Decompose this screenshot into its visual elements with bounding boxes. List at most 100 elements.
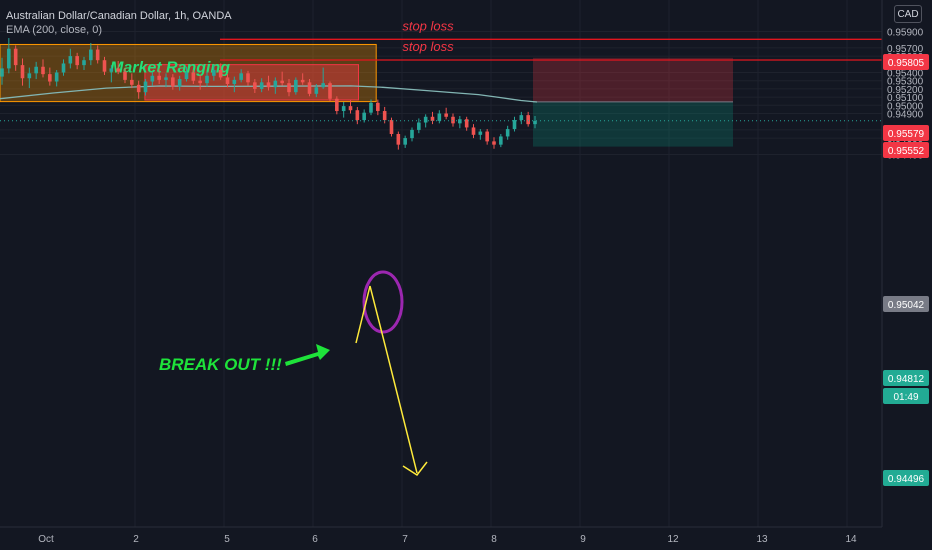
candle — [444, 107, 448, 120]
candle — [355, 106, 360, 125]
candle — [328, 81, 332, 102]
currency-button[interactable]: CAD — [894, 5, 922, 23]
candle-body — [253, 82, 257, 89]
time-tick-label: 12 — [667, 534, 679, 545]
candle — [164, 73, 168, 88]
candle — [389, 117, 394, 137]
candle-body — [451, 116, 455, 124]
candle-body — [273, 80, 278, 88]
candle-body — [348, 106, 353, 111]
candle-body — [13, 48, 18, 66]
candle — [48, 67, 52, 86]
candle — [171, 74, 175, 90]
candle — [410, 127, 414, 142]
price-tick-label: 0.95700 — [887, 44, 924, 55]
candle — [369, 99, 373, 116]
price-axis[interactable]: 0.944000.946000.947000.949000.950000.951… — [881, 0, 932, 550]
candle — [225, 74, 230, 88]
candle-body — [478, 131, 483, 135]
candle-body — [526, 115, 530, 125]
candle — [212, 65, 216, 81]
candle — [157, 69, 161, 84]
candle-body — [335, 98, 339, 112]
chart-title: Australian Dollar/Canadian Dollar, 1h, O… — [6, 10, 232, 22]
candle — [287, 79, 291, 97]
candle — [143, 79, 148, 96]
candle-body — [198, 80, 202, 84]
candle — [492, 137, 496, 149]
candle — [61, 59, 66, 76]
candle — [150, 71, 155, 86]
candle-body — [232, 79, 237, 84]
candle-body — [533, 120, 537, 125]
candle — [27, 67, 32, 89]
price-tick-label: 0.94900 — [887, 110, 924, 121]
candle-body — [61, 63, 66, 73]
candle — [136, 80, 141, 99]
indicator-legend[interactable]: EMA (200, close, 0) — [6, 24, 102, 36]
candle — [485, 129, 489, 145]
candle — [423, 114, 428, 128]
price-badge: 0.95042 — [883, 296, 929, 312]
breakout-circle — [362, 270, 404, 334]
candle-body — [376, 102, 380, 112]
candle — [519, 111, 524, 125]
breakout-arrow — [285, 344, 330, 366]
candle — [321, 67, 325, 89]
candle-body — [136, 84, 141, 93]
candle-body — [20, 65, 25, 79]
candle-body — [212, 70, 216, 76]
candle — [335, 96, 339, 115]
candle — [471, 124, 476, 139]
candle — [177, 75, 182, 91]
candle-body — [410, 129, 414, 139]
candle-body — [519, 115, 524, 121]
candle — [239, 69, 243, 83]
candle-body — [143, 81, 148, 93]
candle-body — [444, 113, 448, 117]
price-tick-label: 0.95400 — [887, 69, 924, 80]
candle-body — [102, 60, 107, 72]
candle — [259, 78, 264, 93]
candle-body — [75, 56, 79, 66]
candle-body — [464, 119, 469, 128]
candle — [54, 70, 59, 87]
time-axis[interactable]: Oct 2 5 6 7 8 9 12 13 14 — [0, 526, 932, 550]
candle — [417, 118, 421, 134]
candle-body — [499, 136, 503, 145]
time-tick-label: 14 — [845, 534, 857, 545]
candle-body — [437, 113, 442, 121]
candle-body — [512, 120, 517, 130]
candle — [376, 99, 380, 116]
candle — [89, 42, 93, 66]
candle — [20, 58, 25, 86]
candle-body — [246, 73, 250, 83]
candle-body — [266, 82, 271, 88]
candle-body — [0, 68, 4, 77]
stop-loss-label: stop loss — [402, 18, 454, 33]
time-tick-label: 9 — [580, 534, 586, 545]
price-badge-bg — [883, 125, 929, 141]
candle — [458, 115, 462, 129]
candle — [499, 134, 503, 148]
candle — [294, 77, 298, 95]
price-badge: 0.95552 — [883, 142, 929, 158]
candle-body — [471, 127, 476, 135]
candle — [396, 131, 401, 150]
price-tick-label: 0.95300 — [887, 77, 924, 88]
candle — [273, 77, 278, 94]
candle — [68, 48, 73, 69]
candle — [314, 83, 319, 98]
candle — [437, 110, 442, 124]
candle-body — [41, 66, 45, 75]
candle — [13, 45, 18, 71]
candlesticks[interactable] — [0, 38, 537, 150]
candle-body — [417, 122, 421, 130]
candle — [403, 135, 407, 148]
ema-200-line — [0, 85, 538, 103]
time-tick-label: 2 — [133, 534, 139, 545]
price-badge: 0.95805 — [883, 54, 929, 70]
candle — [75, 52, 79, 70]
time-tick-label: 8 — [491, 534, 497, 545]
